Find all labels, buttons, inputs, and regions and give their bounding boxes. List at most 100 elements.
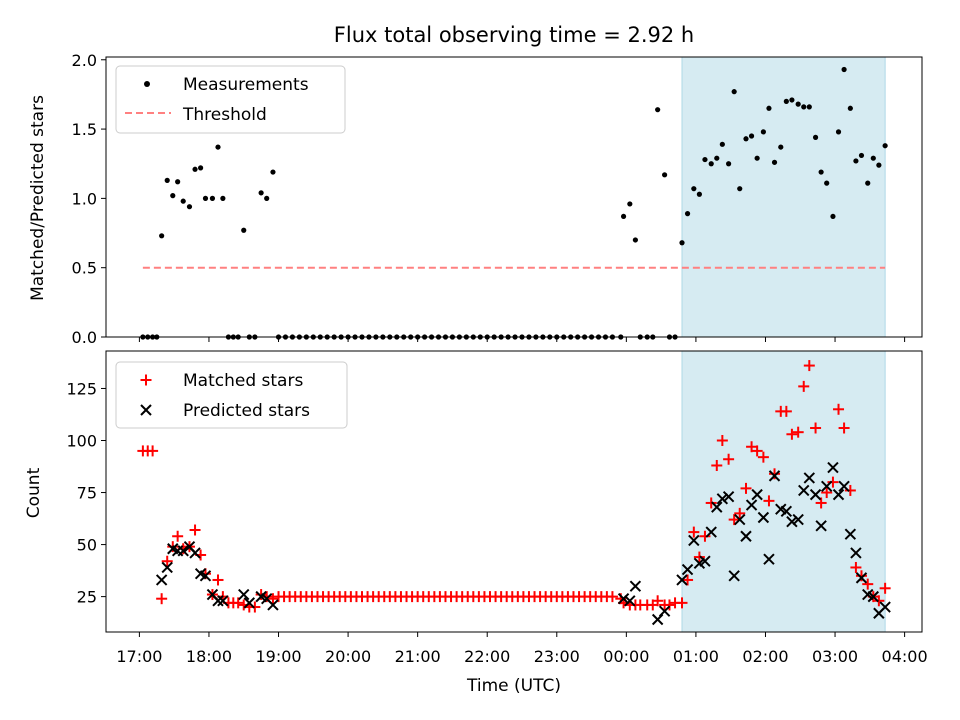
predicted-star-point: [267, 599, 279, 611]
x-b: [728, 570, 740, 582]
highlight-span-top: [681, 56, 886, 338]
matched-star-point: [827, 476, 839, 488]
predicted-star-point: [629, 580, 642, 592]
predicted-star-point: [850, 547, 862, 559]
x-b: [212, 595, 224, 607]
x-b: [189, 547, 201, 559]
y-tick-label: 75: [77, 484, 97, 503]
measurement-point: [264, 195, 270, 201]
matched-star-point: [786, 428, 798, 440]
matched-star-point: [734, 507, 746, 519]
matched-star-point: [740, 482, 752, 494]
matched-star-point: [663, 599, 675, 611]
x-b: [688, 534, 700, 547]
predicted-star-point: [820, 480, 833, 493]
x-b: [786, 515, 798, 528]
measurement-point: [806, 104, 812, 110]
predicted-star-point: [867, 590, 880, 603]
legend-matched-marker: [140, 374, 152, 386]
measurement-point: [853, 158, 859, 164]
measurement-point: [812, 134, 819, 140]
matched-star-point: [844, 484, 856, 496]
y-tick-label: 125: [66, 379, 97, 398]
y-tick-label: 0.0: [72, 328, 97, 347]
x-b: [167, 543, 179, 555]
predicted-star-point: [803, 472, 816, 484]
predicted-star-point: [688, 534, 700, 547]
x-b: [238, 588, 250, 601]
measurement-point: [186, 204, 193, 210]
predicted-star-point: [798, 484, 810, 497]
predicted-star-point: [838, 480, 850, 493]
legend-threshold-label: Threshold: [182, 105, 267, 125]
measurement-point: [175, 179, 181, 185]
x-b: [792, 513, 804, 526]
predicted-star-point: [768, 470, 781, 482]
matched-star-point: [147, 445, 159, 457]
x-tick-label: 21:00: [395, 647, 441, 666]
x-b: [844, 528, 857, 540]
ratio-y-axis-label: Matched/Predicted stars: [28, 95, 48, 301]
x-tick-label: 20:00: [325, 647, 371, 666]
matched-star-point: [757, 451, 769, 463]
measurement-point: [627, 201, 633, 207]
x-b: [206, 588, 219, 601]
predicted-star-point: [844, 528, 857, 540]
measurement-point: [795, 101, 801, 107]
x-b: [194, 568, 207, 580]
y-tick-label: 100: [66, 432, 97, 451]
count-y-ticks: 25 50 75 100 125: [66, 379, 106, 607]
measurement-point: [258, 190, 264, 196]
x-b: [850, 547, 862, 559]
ratio-x-ticks: [138, 337, 906, 342]
x-tick-label: 04:00: [882, 647, 928, 666]
measurement-point: [192, 166, 198, 172]
y-tick-label: 2.0: [72, 51, 97, 70]
matched-star-point: [798, 380, 810, 392]
matched-star-point: [652, 595, 664, 607]
x-b: [798, 484, 810, 497]
matched-star-point: [763, 495, 775, 507]
matched-star-point: [212, 574, 224, 586]
x-tick-label: 03:00: [812, 647, 858, 666]
count-legend: Matched stars Predicted stars: [115, 361, 348, 429]
measurement-point: [870, 155, 876, 161]
measurement-point: [731, 89, 737, 95]
x-b: [780, 505, 793, 517]
measurement-point: [830, 213, 836, 220]
measurement-point: [882, 143, 888, 149]
measurement-point: [164, 177, 170, 183]
matched-star-point: [682, 574, 694, 586]
predicted-star-point: [161, 561, 173, 574]
predicted-star-point: [711, 501, 723, 513]
x-b: [879, 601, 891, 613]
x-b: [711, 501, 723, 513]
measurement-point: [789, 97, 795, 103]
measurement-point: [754, 155, 760, 161]
predicted-star-point: [722, 490, 735, 503]
matched-star-point: [161, 555, 173, 567]
x-b: [740, 530, 752, 542]
matched-star-point: [728, 514, 740, 526]
measurement-point: [778, 144, 784, 150]
predicted-star-point: [740, 530, 752, 542]
count-panel: 25 50 75 100 125 17:00 18:00 19:00 20:00 21:00 22…: [24, 350, 928, 696]
x-b: [260, 592, 273, 605]
y-tick-label: 1.5: [72, 120, 97, 139]
predicted-star-point: [199, 570, 212, 582]
predicted-star-point: [832, 488, 845, 501]
predicted-star-point: [734, 513, 746, 526]
predicted-star-point: [676, 574, 688, 586]
x-b: [658, 605, 671, 617]
x-tick-label: 01:00: [673, 647, 719, 666]
predicted-star-point: [658, 605, 671, 617]
ratio-y-ticks: 0.0 0.5 1.0 1.5 2.0: [72, 51, 106, 347]
measurement-point: [241, 227, 247, 233]
matched-star-point: [855, 570, 867, 582]
measurement-point: [737, 186, 743, 192]
predicted-star-point: [217, 595, 229, 607]
predicted-star-point: [855, 572, 868, 584]
x-b: [803, 472, 816, 484]
measurement-point: [766, 105, 772, 111]
